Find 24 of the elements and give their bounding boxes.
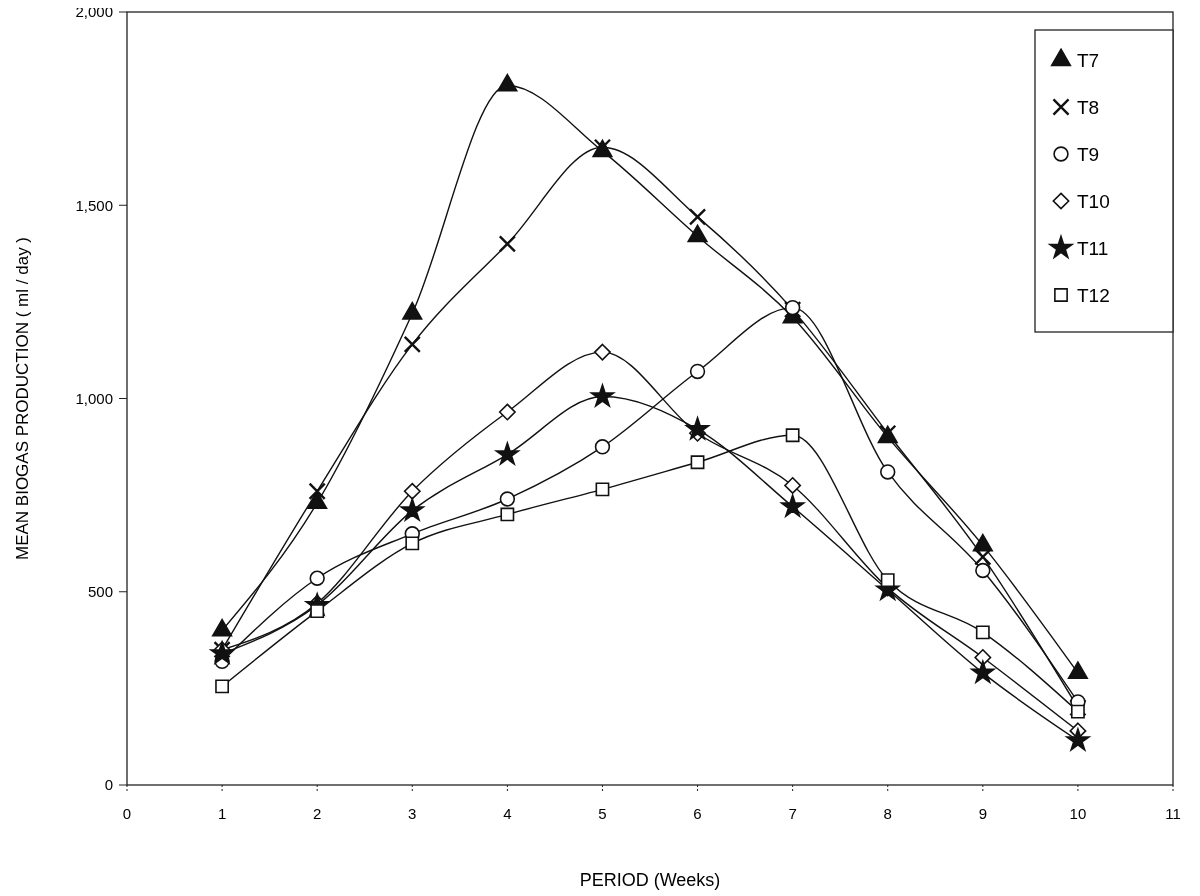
y-tick-label: 1,000 (75, 389, 113, 407)
legend-label: T9 (1077, 143, 1100, 165)
legend-label: T10 (1077, 190, 1110, 212)
x-tick-label: 1 (217, 805, 227, 822)
x-tick-label: 11 (1165, 805, 1181, 822)
x-tick-label: 5 (598, 805, 607, 822)
x-tick-label: 8 (883, 805, 892, 822)
x-tick-label: 7 (788, 805, 797, 822)
x-axis-title: PERIOD (Weeks) (579, 870, 721, 890)
legend-label: T7 (1077, 49, 1100, 71)
legend-label: T8 (1077, 96, 1100, 118)
y-tick-label: 1,500 (75, 196, 113, 214)
y-tick-label: 500 (87, 583, 113, 600)
y-tick-label: 0 (104, 776, 113, 794)
x-tick-label: 2 (313, 805, 322, 822)
x-tick-label: 6 (693, 805, 702, 822)
legend-label: T12 (1077, 284, 1110, 306)
x-tick-label: 4 (503, 805, 512, 822)
x-tick-label: 3 (408, 805, 417, 822)
y-axis-title: MEAN BIOGAS PRODUCTION ( ml / day ) (13, 236, 32, 561)
x-tick-label: 9 (978, 805, 987, 822)
x-tick-label: 0 (122, 805, 132, 822)
x-tick-label: 10 (1069, 805, 1087, 822)
legend-label: T11 (1077, 237, 1109, 259)
